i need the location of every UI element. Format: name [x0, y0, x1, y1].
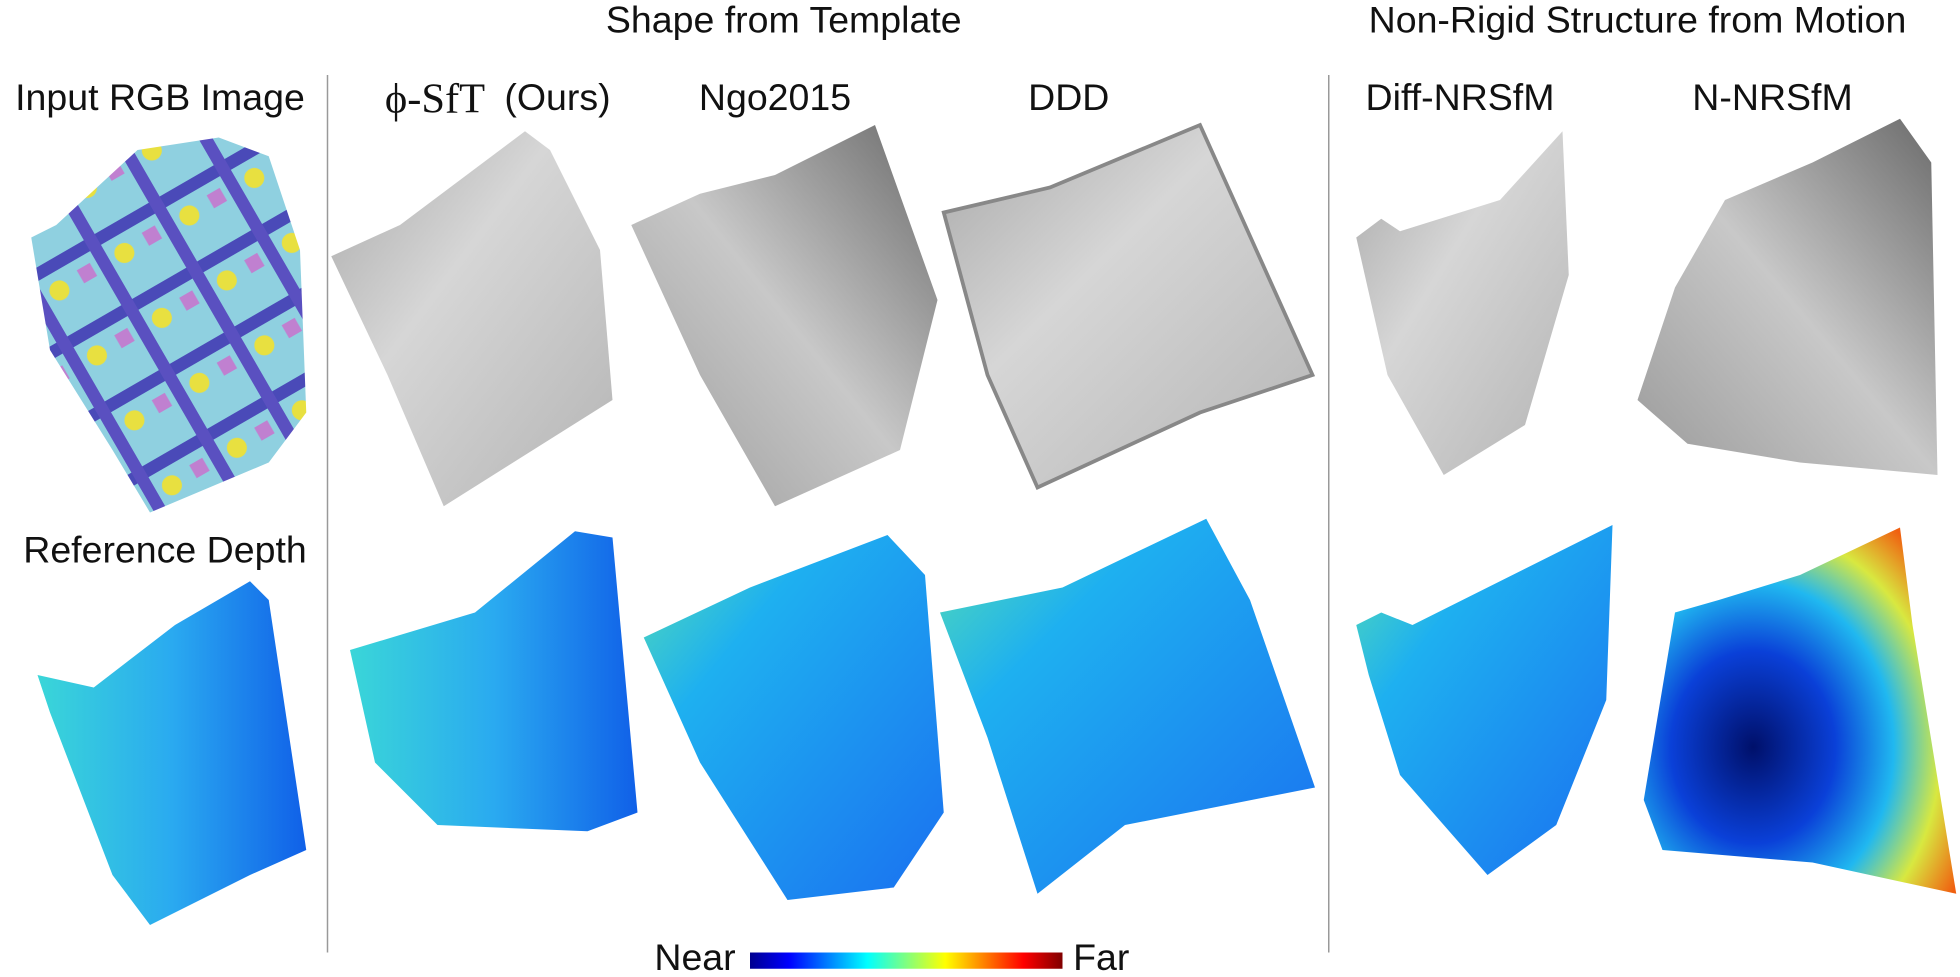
row-label: Reference Depth	[23, 528, 307, 570]
group-title: Shape from Template	[606, 0, 962, 40]
surface-render	[1356, 131, 1569, 476]
depth-map	[1643, 527, 1957, 894]
colorbar	[750, 952, 1063, 969]
input-image	[31, 137, 307, 513]
depth-map	[37, 581, 307, 925]
depth-map	[940, 518, 1315, 894]
column-label: Ngo2015	[699, 76, 851, 118]
column-note: (Ours)	[504, 76, 610, 118]
surface-render	[941, 122, 1316, 490]
surface-render	[631, 125, 938, 507]
depth-map	[350, 531, 638, 832]
colorbar-label: Far	[1073, 936, 1129, 977]
column-label: ϕ-SfT	[385, 75, 485, 122]
surface-render	[331, 131, 613, 507]
column-label: Input RGB Image	[15, 76, 305, 118]
depth-map	[643, 535, 944, 900]
colorbar-label: Near	[654, 936, 735, 977]
group-title: Non-Rigid Structure from Motion	[1369, 0, 1907, 40]
depth-map	[1356, 525, 1613, 875]
surface-render	[1637, 118, 1938, 476]
column-label: N-NRSfM	[1692, 76, 1852, 118]
column-label: Diff-NRSfM	[1366, 76, 1555, 118]
column-label: DDD	[1028, 76, 1109, 118]
